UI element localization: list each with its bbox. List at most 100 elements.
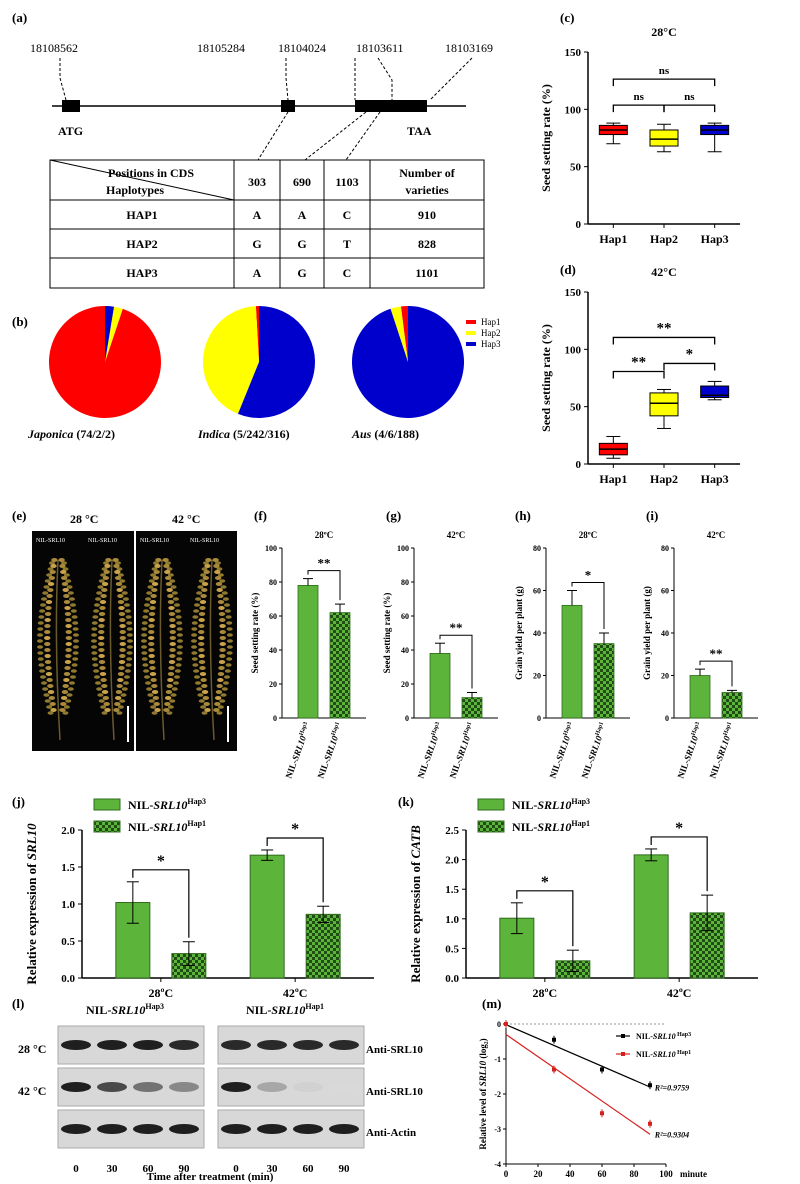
rice-grain (69, 675, 76, 679)
bar-hap1 (721, 692, 743, 719)
panicle-stem (109, 559, 115, 741)
rice-grain (196, 687, 203, 691)
rice-grain (141, 633, 148, 637)
rice-grain (60, 702, 67, 706)
rice-grain (42, 687, 49, 691)
x-tick-label: 80 (630, 1169, 640, 1179)
table-cell-allele: G (252, 237, 261, 251)
pie-slice (203, 306, 259, 414)
rice-grain (66, 585, 73, 589)
rice-grain (223, 675, 230, 679)
y-tick-label: 80 (269, 578, 277, 587)
rice-grain (126, 657, 133, 661)
legend-marker-hap1 (621, 1052, 625, 1056)
blot-band (221, 1124, 251, 1134)
rice-grain (146, 591, 153, 595)
rice-grain (148, 642, 155, 646)
chart-title: 28ºC (579, 530, 597, 540)
rice-grain (225, 663, 232, 667)
significance-label: * (157, 853, 165, 870)
table-cell-allele: G (297, 266, 306, 280)
rice-grain (105, 558, 112, 562)
rice-grain (154, 708, 161, 712)
rice-grain (67, 591, 74, 595)
rice-grain (150, 594, 157, 598)
significance-bracket (663, 362, 716, 371)
y-tick-label: 20 (269, 680, 277, 689)
blot-time-left-60: 60 (143, 1163, 155, 1175)
rice-grain (177, 639, 183, 643)
stop-codon-label: TAA (407, 124, 432, 138)
legend-gene: SRL10 (653, 1050, 676, 1059)
rice-grain (148, 636, 155, 640)
panel-label-g: (g) (386, 508, 401, 523)
significance-label: ** (631, 354, 646, 370)
blot-time-right-90: 90 (339, 1163, 351, 1175)
rice-grain (37, 651, 44, 655)
y-axis-label: Relative expression of CATB (408, 825, 423, 983)
significance-bracket (266, 837, 324, 903)
rice-grain (72, 657, 79, 661)
rice-grain (169, 618, 176, 622)
rice-grain (40, 603, 47, 607)
rice-grain (218, 606, 225, 610)
significance-label: * (675, 820, 683, 837)
rice-grain (201, 582, 209, 586)
blot-band (329, 1040, 359, 1050)
rice-grain (121, 591, 128, 595)
significance-label: ** (450, 620, 463, 635)
rice-grain (200, 594, 207, 598)
rice-grain (155, 558, 162, 562)
x-tick-label: NIL-SRL10Hap1 (579, 721, 608, 779)
table-corner-diagonal (49, 159, 235, 201)
rice-grain (168, 612, 176, 616)
pie-slice (105, 306, 114, 362)
rice-grain (73, 639, 79, 643)
rice-grain (145, 597, 152, 601)
rice-grain (104, 708, 111, 712)
rice-grain (50, 708, 57, 712)
rice-grain (151, 690, 159, 694)
y-tick-label: 40 (661, 629, 669, 638)
blot-band (257, 1082, 287, 1092)
rice-grain (199, 672, 207, 676)
x-label-gene: SRL10 (586, 734, 604, 762)
exon-2 (281, 100, 295, 112)
rice-grain (122, 681, 129, 685)
y-tick-label: 0 (576, 459, 582, 471)
rice-grain (125, 615, 132, 619)
rice-grain (203, 702, 210, 706)
legend-swatch-hap3 (466, 342, 476, 346)
rice-grain (167, 672, 175, 676)
rice-grain (194, 603, 201, 607)
rice-grain (191, 621, 198, 625)
x-label-gene: SRL10 (454, 734, 472, 762)
rice-grain (203, 570, 210, 574)
legend-prefix: NIL- (512, 798, 537, 812)
rice-grain (169, 636, 176, 640)
rice-grain (93, 609, 100, 613)
significance-label: ** (657, 320, 672, 336)
fit-line-hap1 (505, 1034, 651, 1135)
rice-grain (150, 573, 157, 577)
rice-grain (91, 651, 98, 655)
table-cell-allele: A (298, 208, 307, 222)
rice-grain (104, 564, 111, 568)
table-row-name: HAP3 (126, 266, 157, 280)
y-label-prefix: Relative expression of (408, 858, 423, 982)
rice-grain (98, 636, 105, 640)
y-tick-label: -1 (494, 1055, 501, 1064)
panicle (141, 558, 183, 741)
chart-title: 42ºC (447, 530, 465, 540)
rice-grain (144, 675, 151, 679)
rice-grain (101, 582, 109, 586)
rice-grain (167, 678, 174, 682)
rice-grain (191, 627, 198, 631)
rice-grain (119, 579, 126, 583)
rice-grain (165, 582, 173, 586)
rice-grain (172, 597, 179, 601)
position-leaders (59, 57, 473, 101)
rice-grain (65, 636, 73, 640)
x-tick-label: NIL-SRL10Hap3 (675, 721, 704, 779)
legend-swatch-hap2 (466, 331, 476, 335)
